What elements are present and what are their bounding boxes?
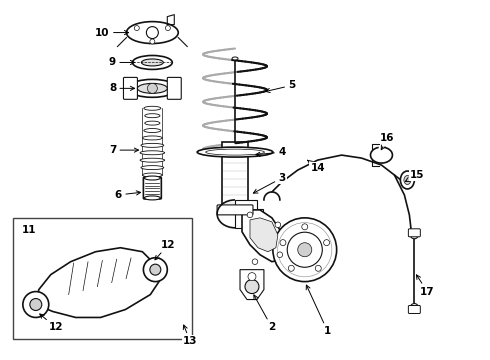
Text: 1: 1 <box>306 285 331 336</box>
Ellipse shape <box>127 80 177 97</box>
Text: 12: 12 <box>155 240 175 260</box>
Polygon shape <box>240 270 264 300</box>
Circle shape <box>150 39 155 44</box>
Polygon shape <box>36 248 160 318</box>
Ellipse shape <box>404 176 411 184</box>
Text: 16: 16 <box>380 133 395 150</box>
Text: 14: 14 <box>308 160 325 173</box>
Circle shape <box>150 264 161 275</box>
Ellipse shape <box>144 106 161 110</box>
Text: 2: 2 <box>254 295 275 332</box>
Ellipse shape <box>141 143 164 147</box>
Ellipse shape <box>206 149 265 155</box>
Ellipse shape <box>142 59 163 66</box>
Text: 15: 15 <box>405 170 424 181</box>
Text: 6: 6 <box>115 190 141 200</box>
Ellipse shape <box>140 151 165 155</box>
Circle shape <box>302 224 308 230</box>
Circle shape <box>166 26 171 31</box>
Circle shape <box>315 265 321 271</box>
Circle shape <box>144 258 167 282</box>
FancyBboxPatch shape <box>222 142 248 208</box>
Circle shape <box>245 280 259 293</box>
FancyBboxPatch shape <box>144 177 161 199</box>
FancyBboxPatch shape <box>178 321 187 332</box>
Circle shape <box>147 27 158 39</box>
Text: 10: 10 <box>95 28 128 37</box>
FancyBboxPatch shape <box>217 205 253 215</box>
Text: 12: 12 <box>40 314 63 332</box>
Circle shape <box>176 288 188 300</box>
Text: 8: 8 <box>109 84 135 93</box>
Ellipse shape <box>137 84 167 93</box>
Text: 17: 17 <box>416 275 435 297</box>
Text: 3: 3 <box>253 173 286 193</box>
Circle shape <box>273 218 337 282</box>
Polygon shape <box>250 218 278 252</box>
Bar <box>13 218 192 339</box>
Ellipse shape <box>126 22 178 44</box>
Text: 4: 4 <box>256 147 286 157</box>
Circle shape <box>247 212 253 218</box>
Circle shape <box>323 240 330 246</box>
Text: 7: 7 <box>109 145 139 155</box>
Circle shape <box>275 222 281 228</box>
Ellipse shape <box>144 129 161 132</box>
Ellipse shape <box>145 121 160 125</box>
Ellipse shape <box>145 114 160 118</box>
Circle shape <box>252 259 258 265</box>
Ellipse shape <box>400 171 415 189</box>
Text: 5: 5 <box>266 80 295 93</box>
Circle shape <box>134 26 139 31</box>
Circle shape <box>298 243 312 257</box>
Text: 11: 11 <box>22 225 36 235</box>
Text: 9: 9 <box>109 58 135 67</box>
Ellipse shape <box>141 166 164 170</box>
Circle shape <box>248 273 256 280</box>
Ellipse shape <box>197 147 273 157</box>
Ellipse shape <box>140 158 165 162</box>
Circle shape <box>410 303 418 311</box>
Circle shape <box>23 292 49 318</box>
Circle shape <box>30 298 42 310</box>
Circle shape <box>410 231 418 239</box>
Ellipse shape <box>132 55 172 69</box>
Polygon shape <box>235 200 263 232</box>
Ellipse shape <box>143 173 162 177</box>
Ellipse shape <box>232 57 238 60</box>
Circle shape <box>277 252 283 257</box>
Polygon shape <box>172 285 192 306</box>
Polygon shape <box>242 210 285 262</box>
FancyBboxPatch shape <box>123 77 137 99</box>
Circle shape <box>147 84 157 93</box>
FancyBboxPatch shape <box>408 306 420 314</box>
Text: 13: 13 <box>183 325 197 346</box>
Ellipse shape <box>145 196 160 200</box>
Circle shape <box>287 232 322 267</box>
Circle shape <box>280 240 286 246</box>
FancyBboxPatch shape <box>167 77 181 99</box>
Ellipse shape <box>143 136 162 140</box>
Ellipse shape <box>145 176 160 180</box>
FancyBboxPatch shape <box>408 229 420 237</box>
Circle shape <box>288 265 294 271</box>
